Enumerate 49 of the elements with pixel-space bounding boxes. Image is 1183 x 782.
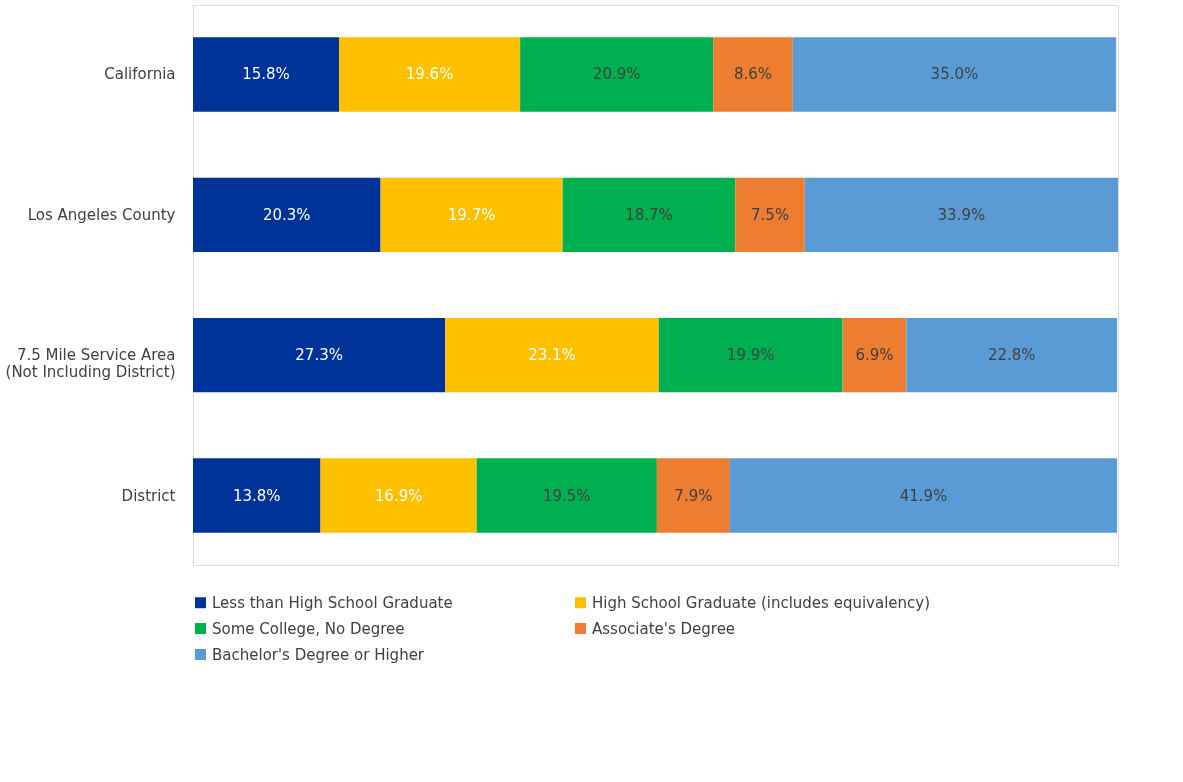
y-tick-label: District (121, 486, 176, 505)
data-label: 8.6% (733, 65, 773, 84)
data-label: 7.5% (751, 205, 790, 224)
legend-label: High School Graduate (includes equivalency) (592, 593, 931, 612)
data-label: 13.8% (232, 486, 281, 505)
data-label: 19.6% (405, 65, 454, 84)
data-label: 16.9% (374, 486, 423, 505)
bar (193, 37, 339, 112)
data-label: 33.9% (937, 205, 986, 224)
legend-label: Associate's Degree (592, 619, 736, 638)
bar (445, 317, 659, 393)
bar (193, 177, 381, 253)
data-label: 20.9% (592, 65, 641, 84)
data-label: 41.9% (899, 486, 948, 505)
bar (792, 37, 1117, 112)
bar (906, 317, 1118, 393)
data-label: 19.7% (447, 205, 496, 224)
data-label: 7.9% (674, 486, 713, 505)
data-label: 27.3% (295, 346, 343, 365)
data-label: 18.7% (625, 205, 673, 224)
y-tick-label: 7.5 Mile Service Area (Not Including District) (5, 346, 176, 382)
bar (804, 177, 1118, 253)
bar (380, 177, 563, 253)
data-label: 23.1% (528, 346, 576, 365)
bar (729, 458, 1118, 533)
bar (339, 37, 521, 112)
data-label: 15.8% (242, 65, 290, 84)
bar (658, 317, 843, 393)
bar (735, 177, 805, 253)
data-label: 35.0% (930, 65, 979, 84)
bar (320, 458, 477, 533)
legend-label: Some College, No Degree (212, 619, 405, 638)
data-label: 6.9% (855, 346, 894, 365)
bar (520, 37, 714, 112)
data-label: 19.5% (542, 486, 591, 505)
data-label: 22.8% (987, 346, 1036, 365)
bar (562, 177, 736, 253)
y-tick-label: California (104, 65, 176, 84)
data-label: 19.9% (726, 346, 775, 365)
bar (656, 458, 730, 533)
bar (193, 317, 446, 393)
legend-label: Bachelor's Degree or Higher (212, 645, 425, 664)
bar (713, 37, 793, 112)
y-tick-label: Los Angeles County (27, 205, 176, 224)
data-label: 20.3% (262, 205, 311, 224)
bar (193, 458, 321, 533)
bar (842, 317, 907, 393)
legend-label: Less than High School Graduate (212, 593, 453, 612)
bar (476, 458, 657, 533)
